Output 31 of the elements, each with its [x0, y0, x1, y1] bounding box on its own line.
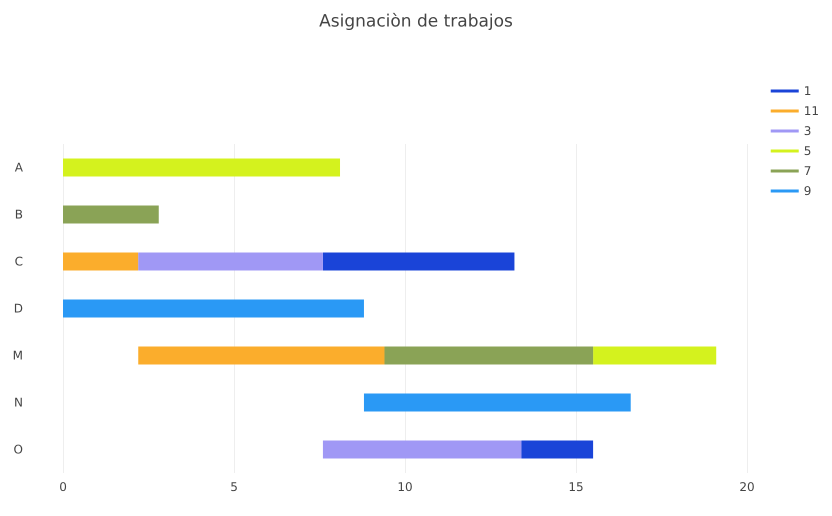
legend-label: 9: [804, 184, 812, 198]
bar: [138, 252, 323, 270]
y-tick-label: D: [14, 302, 23, 316]
bar: [593, 346, 716, 364]
x-tick-label: 10: [397, 480, 413, 494]
y-tick-label: A: [14, 160, 24, 174]
bar: [63, 300, 364, 318]
bar: [384, 346, 594, 364]
y-tick-label: C: [14, 254, 23, 268]
bar: [63, 252, 138, 270]
bar: [63, 158, 340, 176]
chart-title: Asignaciòn de trabajos: [319, 12, 514, 32]
legend-label: 7: [804, 164, 812, 178]
y-tick-label: B: [14, 208, 23, 222]
legend-label: 1: [804, 84, 812, 98]
legend-label: 11: [804, 104, 820, 118]
y-tick-label: O: [14, 442, 23, 456]
x-tick-label: 5: [230, 480, 238, 494]
bar: [322, 440, 522, 458]
bar: [364, 394, 631, 412]
bar: [63, 206, 159, 224]
y-tick-label: N: [14, 396, 23, 410]
bar: [322, 252, 514, 270]
legend-label: 3: [804, 124, 812, 138]
bar: [521, 440, 594, 458]
y-tick-label: M: [12, 348, 23, 362]
x-tick-label: 15: [568, 480, 584, 494]
x-tick-label: 0: [59, 480, 67, 494]
x-tick-label: 20: [739, 480, 755, 494]
legend-label: 5: [804, 144, 812, 158]
bar: [138, 346, 384, 364]
